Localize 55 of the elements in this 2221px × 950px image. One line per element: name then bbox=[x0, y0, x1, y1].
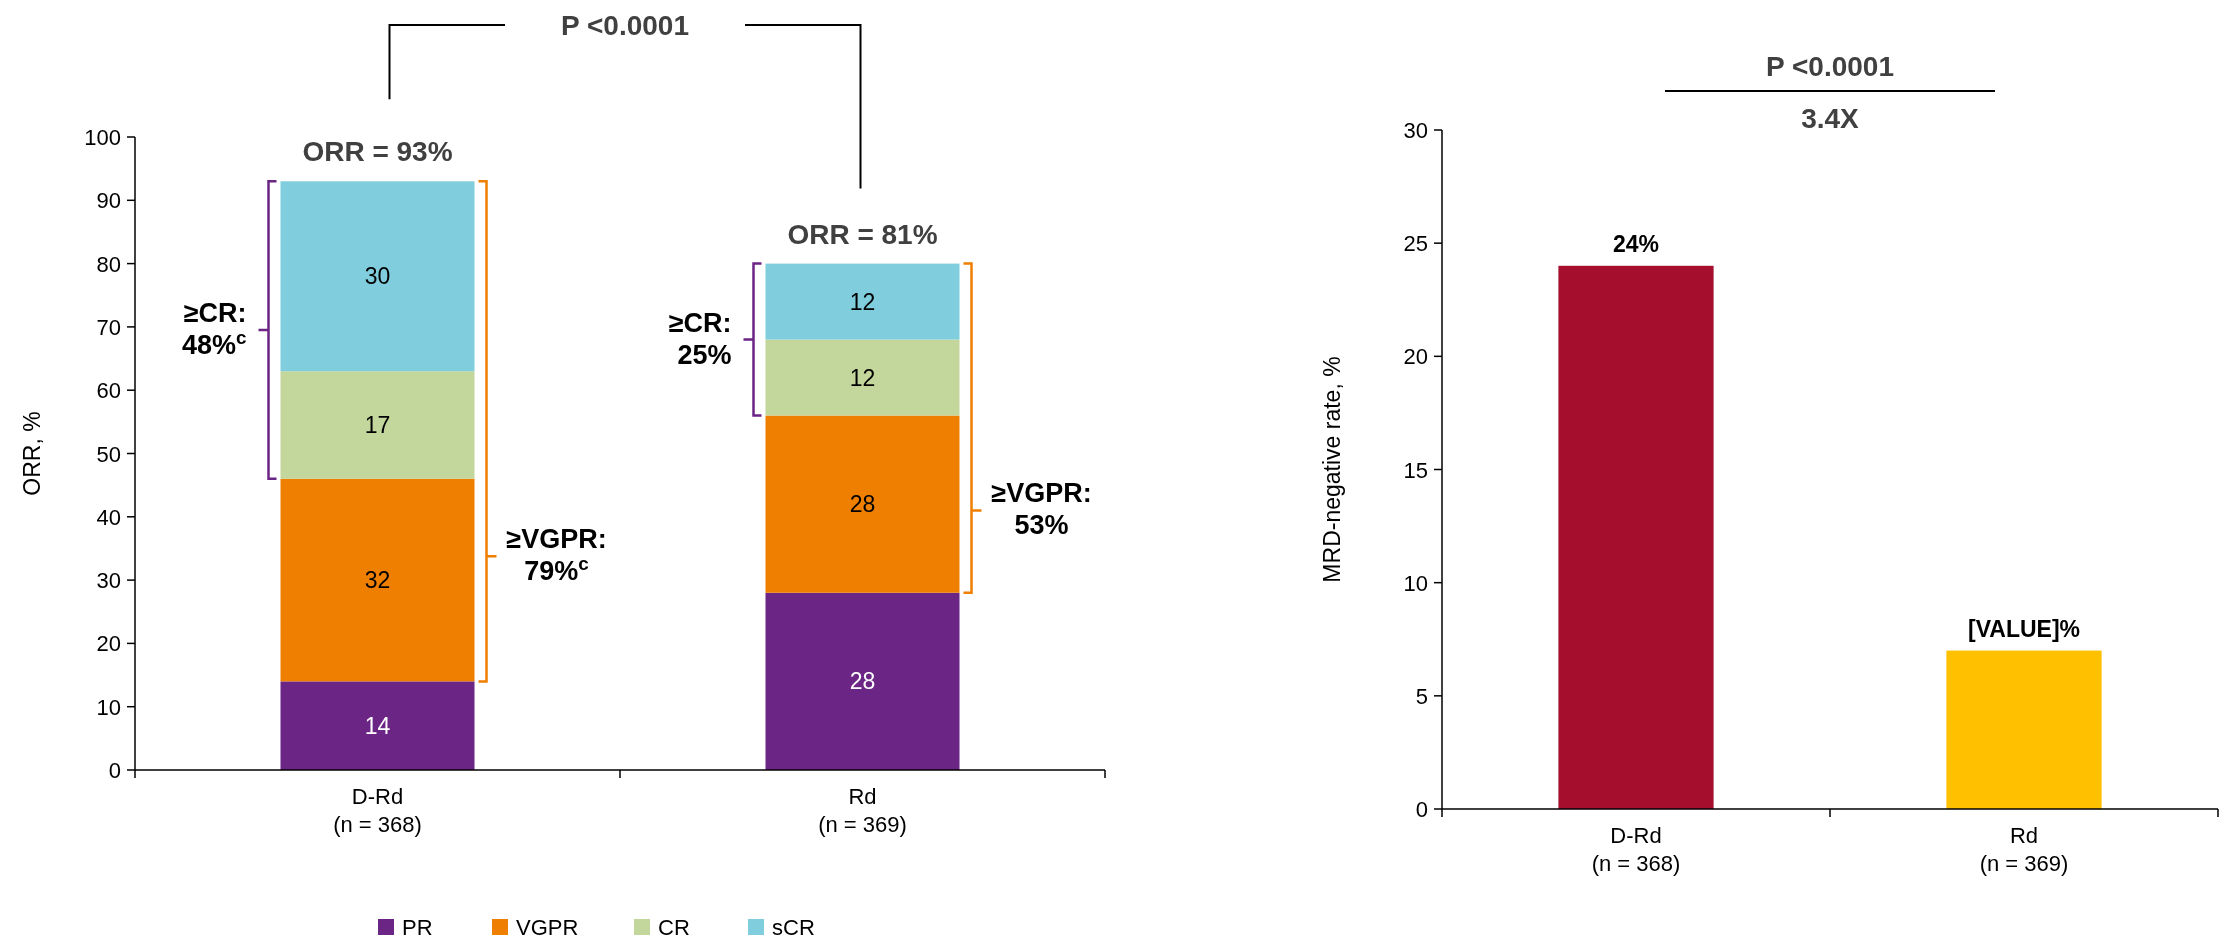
y-tick-label: 15 bbox=[1403, 457, 1428, 483]
total-label: ORR = 93% bbox=[302, 136, 453, 168]
y-tick-label: 0 bbox=[108, 758, 121, 783]
bar bbox=[280, 478, 475, 682]
data-label: [VALUE]% bbox=[1967, 615, 2081, 642]
data-label: 28 bbox=[849, 668, 876, 695]
legend-label: VGPR bbox=[516, 915, 579, 940]
legend-label: CR bbox=[658, 915, 690, 940]
y-axis-title: ORR, % bbox=[19, 411, 45, 496]
data-label: 12 bbox=[849, 288, 876, 315]
y-tick-label: 80 bbox=[96, 251, 121, 277]
y-tick-label: 25 bbox=[1403, 231, 1428, 257]
y-tick-label: 50 bbox=[96, 441, 121, 467]
y-tick-label: 100 bbox=[84, 125, 121, 150]
y-tick-label: 30 bbox=[1403, 118, 1428, 143]
data-label: 32 bbox=[364, 567, 391, 594]
legend-label: PR bbox=[402, 915, 433, 940]
data-label: 14 bbox=[364, 712, 391, 739]
data-label: 17 bbox=[364, 412, 391, 439]
annotation: ≥VGPR: 79%$^{c}$ bbox=[506, 524, 607, 587]
y-tick-label: 70 bbox=[96, 314, 121, 340]
bar bbox=[765, 263, 960, 340]
data-label: 30 bbox=[364, 263, 391, 290]
y-tick-label: 20 bbox=[96, 631, 121, 657]
data-label: 12 bbox=[849, 364, 876, 391]
y-tick-label: 10 bbox=[1403, 570, 1428, 596]
y-tick-label: 30 bbox=[96, 568, 121, 594]
y-tick-label: 20 bbox=[1403, 344, 1428, 370]
annotation: ≥VGPR: 53% bbox=[991, 478, 1092, 541]
text: P <0.0001 bbox=[561, 10, 689, 41]
y-tick-label: 90 bbox=[96, 188, 121, 214]
y-tick-label: 40 bbox=[96, 504, 121, 530]
y-tick-label: 0 bbox=[1415, 797, 1428, 822]
bar bbox=[280, 371, 475, 479]
x-tick-label: Rd (n = 369) bbox=[1979, 823, 2069, 876]
y-tick-label: 60 bbox=[96, 378, 121, 404]
text: P <0.0001 bbox=[1766, 51, 1894, 82]
y-tick-label: 5 bbox=[1415, 683, 1428, 709]
x-tick-label: D-Rd (n = 368) bbox=[333, 784, 422, 837]
y-axis-title: MRD-negative rate, % bbox=[1319, 356, 1345, 583]
data-label: 28 bbox=[849, 491, 876, 518]
annotation: 3.4X bbox=[1801, 103, 1860, 134]
bar bbox=[765, 415, 960, 593]
total-label: ORR = 81% bbox=[787, 218, 938, 250]
bar bbox=[280, 681, 475, 770]
legend-label: sCR bbox=[772, 915, 815, 940]
bar bbox=[280, 181, 475, 372]
data-label: 24% bbox=[1612, 230, 1660, 257]
y-tick-label: 10 bbox=[96, 694, 121, 720]
annotation: ≥CR: 25% bbox=[668, 307, 732, 370]
bar bbox=[765, 592, 960, 770]
annotation: ≥CR: 48%$^{c}$ bbox=[181, 298, 247, 361]
bar bbox=[765, 339, 960, 416]
x-tick-label: D-Rd (n = 368) bbox=[1591, 823, 1681, 876]
x-tick-label: Rd (n = 369) bbox=[818, 784, 907, 837]
